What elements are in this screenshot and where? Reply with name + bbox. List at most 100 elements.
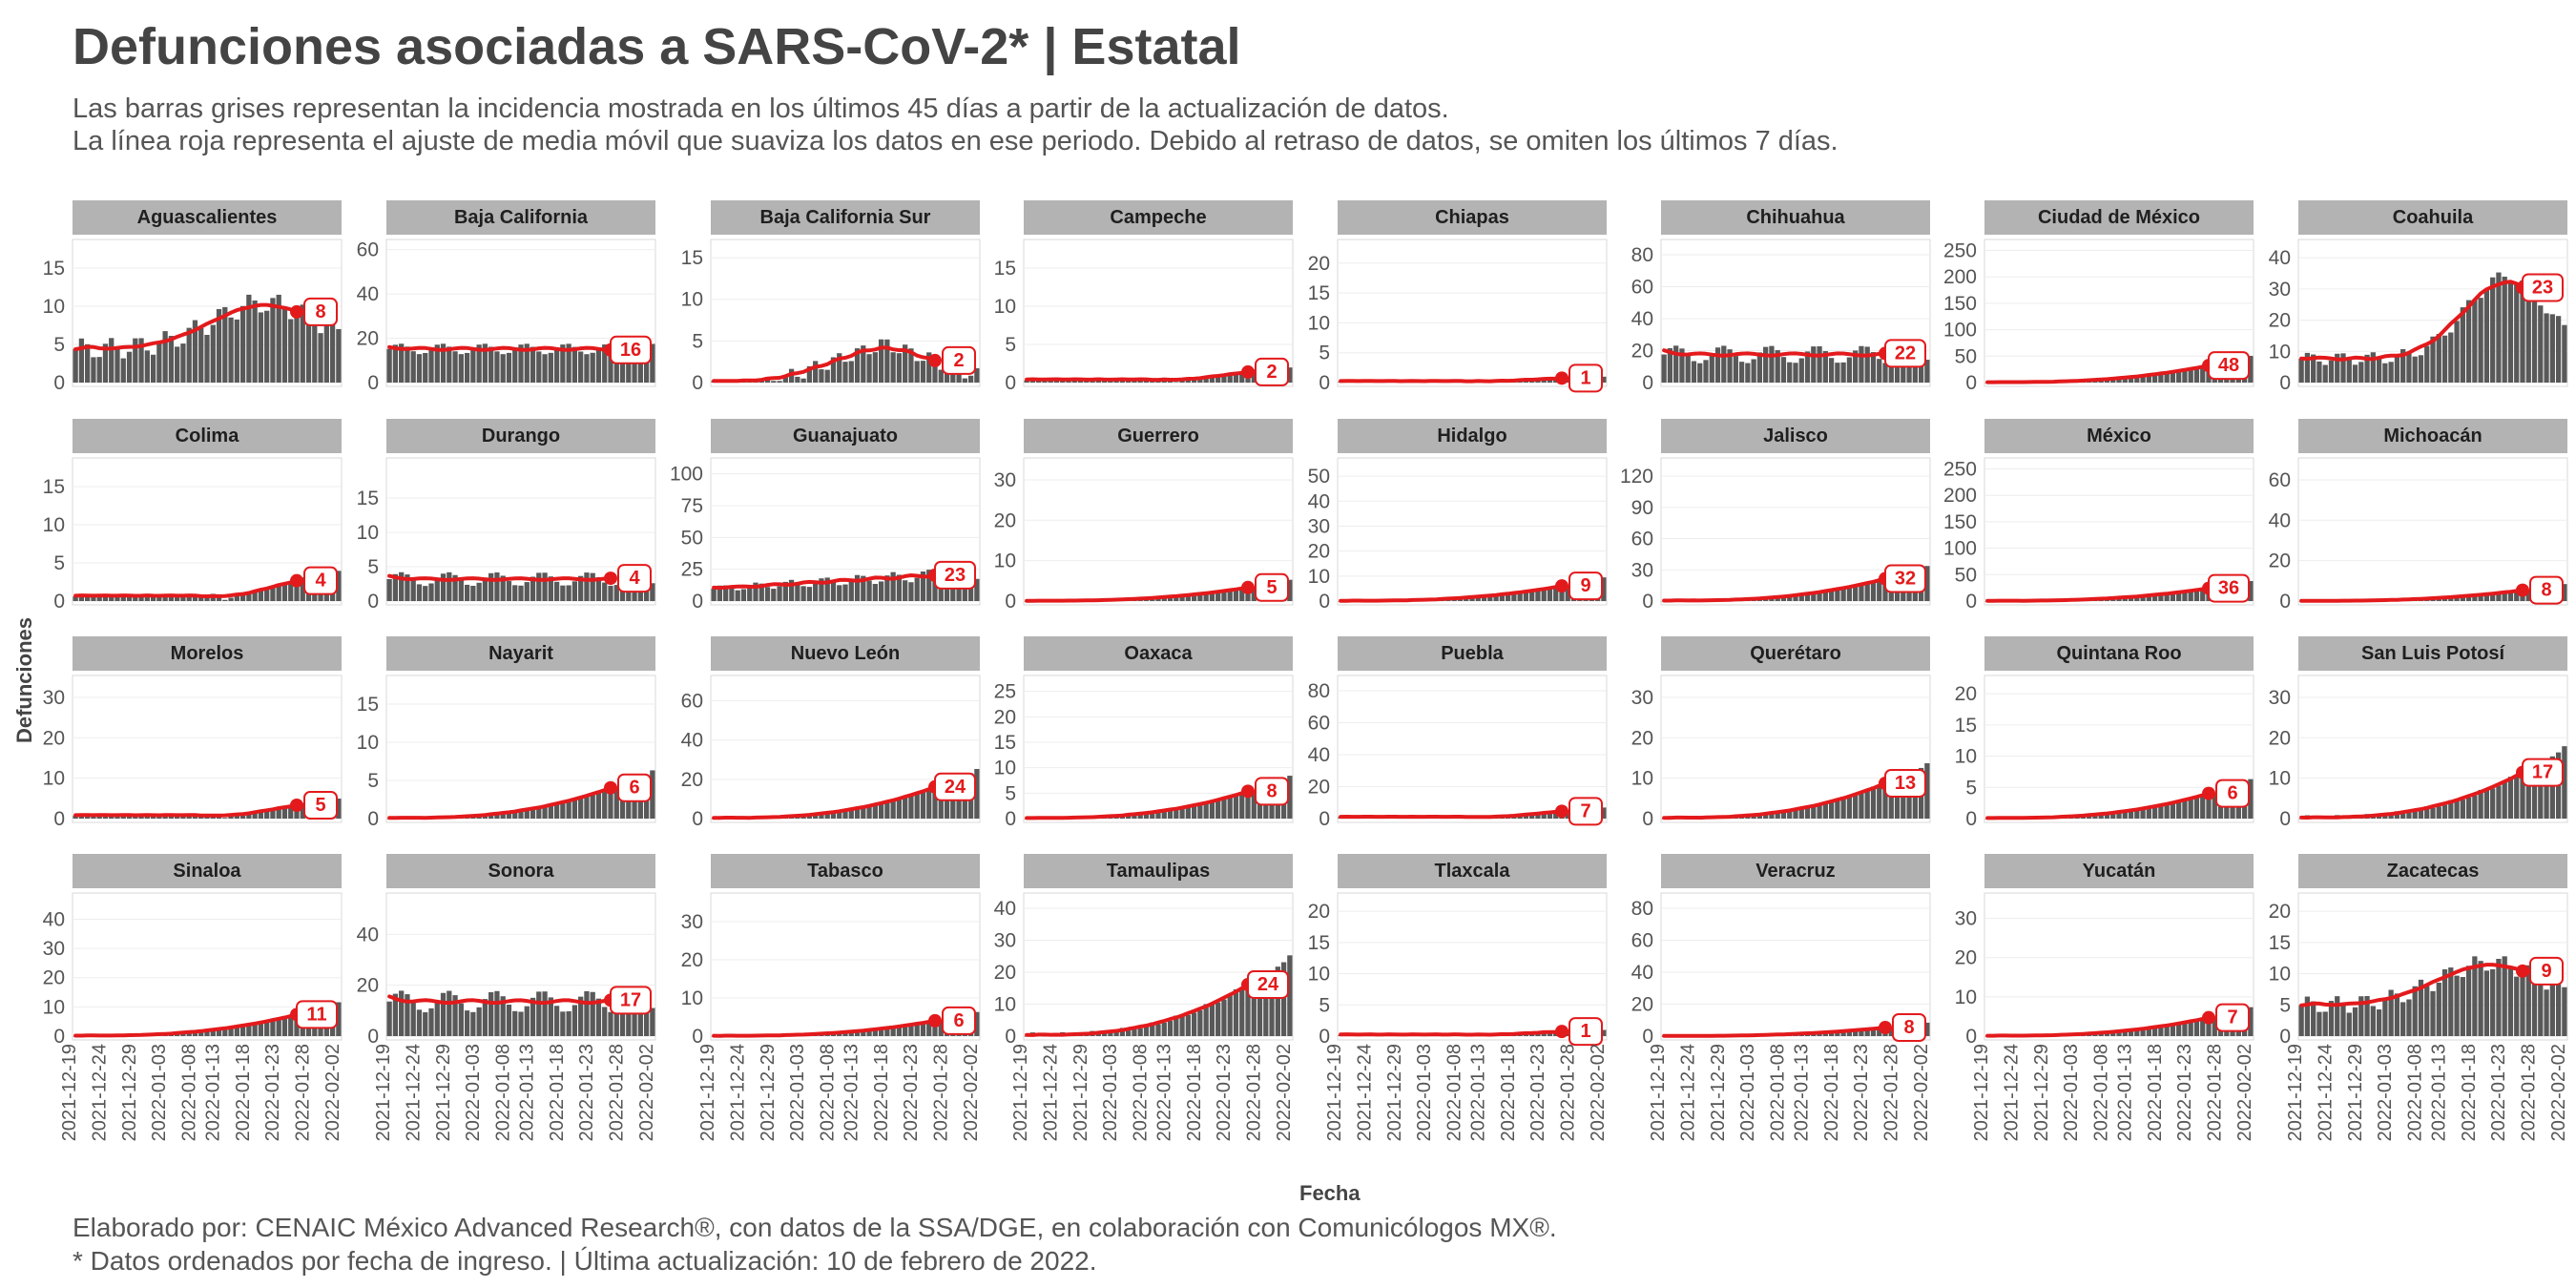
bar	[258, 589, 264, 601]
bar	[270, 1020, 276, 1036]
bar	[2507, 966, 2514, 1036]
bar	[1565, 585, 1570, 601]
bar	[270, 298, 276, 383]
bar	[771, 381, 777, 383]
bar	[842, 362, 848, 383]
bar	[204, 596, 210, 601]
x-tick-label: 2022-01-23	[262, 1044, 283, 1141]
y-tick-label: 20	[1631, 727, 1653, 749]
bar	[771, 589, 777, 601]
facet-strip	[1338, 200, 1607, 235]
bar	[1174, 1015, 1179, 1036]
bar	[133, 338, 138, 383]
bar	[281, 584, 288, 601]
bar	[2104, 812, 2110, 819]
bar	[1215, 800, 1221, 819]
y-tick-label: 100	[1943, 538, 1977, 560]
x-tick-label: 2022-02-02	[1911, 1044, 1932, 1141]
y-tick-label: 50	[681, 527, 703, 549]
bar	[1251, 587, 1257, 601]
bar	[1209, 375, 1215, 383]
bar	[91, 596, 96, 601]
y-tick-label: 15	[1955, 715, 1977, 737]
bar	[2151, 806, 2158, 819]
bar	[908, 796, 914, 819]
bar	[578, 351, 584, 383]
moving-average-line	[1985, 1015, 2211, 1038]
bar	[566, 343, 571, 383]
bar	[1547, 812, 1553, 819]
bar	[470, 1011, 476, 1036]
bar	[2412, 811, 2418, 819]
bar	[1155, 1024, 1161, 1036]
facet-panel: Colima 0 5 10 15 4	[43, 419, 343, 613]
bar	[281, 1016, 288, 1036]
facet-panel: Tamaulipas 0 10 20 30 40 24 2021-12-19 2021-12-2…	[994, 854, 1295, 1141]
bar	[1209, 800, 1215, 819]
bar	[1846, 796, 1853, 819]
y-tick-label: 0	[1319, 808, 1330, 830]
bar	[938, 1020, 944, 1036]
bar	[2400, 813, 2406, 819]
bar	[2248, 779, 2254, 819]
bar	[2370, 352, 2376, 383]
bar	[222, 1027, 228, 1036]
bar	[1239, 988, 1245, 1036]
bar	[1167, 1020, 1174, 1036]
bar	[476, 1007, 482, 1036]
bar	[506, 581, 512, 601]
y-tick-label: 15	[1308, 282, 1330, 304]
bar	[1529, 591, 1535, 601]
bar	[1132, 1029, 1137, 1036]
bar	[1535, 380, 1541, 383]
bar	[399, 343, 405, 383]
bar	[1918, 353, 1924, 383]
bar	[920, 789, 926, 819]
bar	[150, 815, 156, 819]
bar	[2176, 1024, 2182, 1036]
facet-title: Ciudad de México	[2038, 207, 2200, 228]
bar	[2525, 281, 2531, 383]
bar	[1828, 1031, 1835, 1036]
x-tick-label: 2021-12-19	[697, 1044, 718, 1141]
bar	[1703, 360, 1709, 383]
y-tick-label: 30	[1308, 515, 1330, 537]
y-tick-label: 20	[994, 509, 1016, 531]
y-tick-label: 80	[1631, 898, 1653, 920]
x-tick-label: 2021-12-29	[2345, 1044, 2366, 1141]
bar	[144, 593, 150, 601]
x-tick-label: 2022-01-03	[2061, 1044, 2082, 1141]
y-tick-label: 10	[994, 758, 1016, 779]
bar	[186, 327, 192, 383]
facet-plot-frame	[72, 675, 343, 823]
bar	[1804, 808, 1811, 819]
y-tick-label: 0	[1965, 372, 1977, 394]
bar	[1601, 376, 1607, 383]
end-value-label: 6	[953, 1010, 964, 1031]
bar	[560, 585, 566, 601]
bar	[1835, 1031, 1840, 1036]
bar	[524, 810, 530, 819]
bar	[447, 571, 452, 601]
bar	[595, 577, 602, 601]
bar	[1864, 583, 1870, 601]
bar	[2465, 966, 2472, 1036]
bar	[2140, 375, 2146, 383]
end-value-label: 8	[1903, 1017, 1914, 1038]
bar	[2483, 970, 2490, 1036]
bar	[2412, 986, 2418, 1036]
bar	[1095, 1033, 1101, 1036]
bar	[270, 587, 276, 601]
x-tick-label: 2022-01-08	[1444, 1044, 1465, 1141]
bar	[590, 794, 595, 819]
moving-average-line	[1339, 809, 1564, 820]
bar	[2193, 589, 2200, 601]
facet-panel: Guerrero 0 10 20 30 5	[994, 419, 1294, 613]
bar	[861, 1029, 866, 1036]
subtitle-line-2: La línea roja representa el ajuste de me…	[73, 126, 1839, 156]
bar	[1155, 812, 1161, 819]
bar	[536, 806, 542, 819]
y-tick-label: 20	[1955, 947, 1977, 969]
y-tick-label: 10	[1955, 746, 1977, 768]
bar	[2364, 996, 2370, 1036]
